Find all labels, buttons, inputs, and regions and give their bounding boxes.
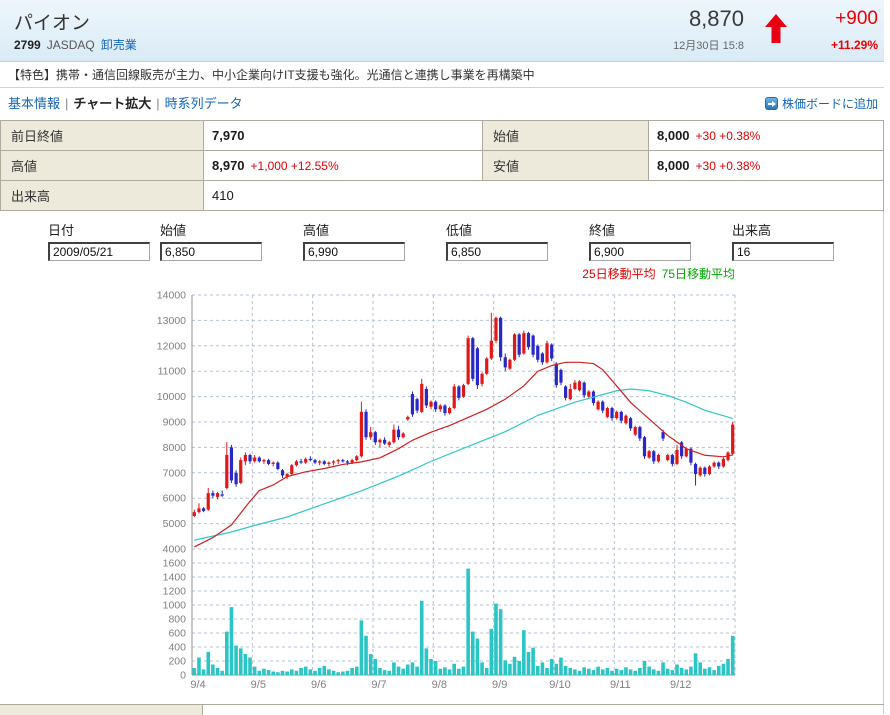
svg-text:1000: 1000 bbox=[163, 600, 187, 612]
svg-text:600: 600 bbox=[168, 628, 186, 640]
svg-text:9/9: 9/9 bbox=[492, 679, 507, 691]
svg-text:6000: 6000 bbox=[163, 493, 187, 505]
svg-text:5000: 5000 bbox=[163, 518, 187, 530]
open-label: 始値 bbox=[160, 223, 187, 238]
company-feature-text: 【特色】携帯・通信回線販売が主力、中小企業向けIT支援も強化。光通信と連携し事業… bbox=[0, 62, 884, 88]
high-label: 高値 bbox=[303, 223, 330, 238]
ma75-legend-label: 75日移動平均 bbox=[661, 267, 735, 281]
low-label: 低値 bbox=[446, 223, 473, 238]
price-change: +900 bbox=[835, 8, 878, 29]
label-low: 安値 bbox=[482, 150, 649, 181]
svg-text:4000: 4000 bbox=[163, 544, 187, 556]
svg-text:9/7: 9/7 bbox=[371, 679, 386, 691]
table-row: 出来高 410 bbox=[0, 180, 884, 211]
stock-code-line: 2799 JASDAQ 卸売業 bbox=[14, 36, 137, 53]
stock-header: パイオン 2799 JASDAQ 卸売業 8,870 12月30日 15:8 +90… bbox=[0, 0, 884, 62]
tab-time-series[interactable]: 時系列データ bbox=[164, 96, 243, 111]
price-summary-table: 前日終値 7,970 始値 8,000 +30 +0.38% 高値 8,970 +1… bbox=[0, 120, 884, 211]
svg-text:9/8: 9/8 bbox=[432, 679, 447, 691]
close-input[interactable] bbox=[589, 242, 691, 261]
svg-text:0: 0 bbox=[180, 670, 186, 682]
next-table-header-cell bbox=[0, 705, 203, 715]
ohlc-input-row: 日付 始値 高値 低値 終値 出来高 bbox=[0, 220, 884, 266]
stock-code: 2799 bbox=[14, 38, 41, 52]
low-input[interactable] bbox=[446, 242, 548, 261]
nav-items: 基本情報 | チャート拡大 | 時系列データ bbox=[8, 88, 243, 120]
field-open: 始値 bbox=[160, 220, 262, 261]
svg-text:1400: 1400 bbox=[163, 572, 187, 584]
svg-text:200: 200 bbox=[168, 656, 186, 668]
svg-text:9/12: 9/12 bbox=[670, 679, 691, 691]
ma-legend: 25日移動平均 75日移動平均 bbox=[192, 265, 735, 282]
tab-basic-info[interactable]: 基本情報 bbox=[8, 96, 61, 111]
field-low: 低値 bbox=[446, 220, 548, 261]
volume-input[interactable] bbox=[732, 242, 834, 261]
arrow-right-icon bbox=[764, 97, 778, 110]
svg-text:9000: 9000 bbox=[163, 417, 187, 429]
svg-text:9/5: 9/5 bbox=[251, 679, 266, 691]
field-volume: 出来高 bbox=[732, 220, 834, 261]
value-high: 8,970 +1,000 +12.55% bbox=[203, 150, 483, 181]
date-input[interactable] bbox=[48, 242, 150, 261]
svg-text:9/6: 9/6 bbox=[311, 679, 326, 691]
date-label: 日付 bbox=[48, 223, 75, 238]
change-block: +900 +11.29% bbox=[794, 8, 878, 52]
value-open: 8,000 +30 +0.38% bbox=[648, 120, 884, 151]
ma25-legend-label: 25日移動平均 bbox=[582, 267, 656, 281]
value-low: 8,000 +30 +0.38% bbox=[648, 150, 884, 181]
table-row: 高値 8,970 +1,000 +12.55% 安値 8,000 +30 +0.38… bbox=[0, 150, 884, 181]
label-volume: 出来高 bbox=[0, 180, 204, 211]
close-label: 終値 bbox=[589, 223, 616, 238]
nav-separator: | bbox=[156, 96, 160, 111]
value-prev-close: 7,970 bbox=[203, 120, 483, 151]
svg-text:9/4: 9/4 bbox=[190, 679, 205, 691]
svg-text:8000: 8000 bbox=[163, 442, 187, 454]
label-prev-close: 前日終値 bbox=[0, 120, 204, 151]
field-close: 終値 bbox=[589, 220, 691, 261]
svg-text:1600: 1600 bbox=[163, 558, 187, 570]
open-input[interactable] bbox=[160, 242, 262, 261]
next-table-partial bbox=[0, 704, 884, 715]
up-arrow-icon bbox=[765, 14, 787, 43]
current-price: 8,870 bbox=[688, 6, 744, 31]
svg-text:800: 800 bbox=[168, 614, 186, 626]
svg-text:1200: 1200 bbox=[163, 586, 187, 598]
label-open: 始値 bbox=[482, 120, 649, 151]
stock-name: パイオン bbox=[14, 13, 91, 34]
svg-text:14000: 14000 bbox=[157, 290, 186, 302]
svg-text:9/11: 9/11 bbox=[610, 679, 631, 691]
industry-link[interactable]: 卸売業 bbox=[100, 38, 137, 52]
field-date: 日付 bbox=[48, 220, 150, 261]
stock-chart: 4000500060007000800090001000011000120001… bbox=[157, 290, 736, 691]
add-to-board-link[interactable]: 株価ボードに追加 bbox=[781, 97, 878, 111]
volume-label: 出来高 bbox=[732, 223, 772, 238]
nav-separator: | bbox=[65, 96, 69, 111]
label-high: 高値 bbox=[0, 150, 204, 181]
price-change-pct: +11.29% bbox=[830, 38, 878, 52]
field-high: 高値 bbox=[303, 220, 405, 261]
svg-text:9/10: 9/10 bbox=[549, 679, 570, 691]
svg-text:11000: 11000 bbox=[158, 366, 187, 378]
add-to-board[interactable]: 株価ボードに追加 bbox=[764, 88, 878, 120]
svg-text:7000: 7000 bbox=[163, 467, 187, 479]
stock-market: JASDAQ bbox=[46, 38, 95, 52]
stock-nav: 基本情報 | チャート拡大 | 時系列データ 株価ボードに追加 bbox=[0, 88, 884, 120]
svg-text:13000: 13000 bbox=[157, 315, 186, 327]
svg-text:400: 400 bbox=[168, 642, 186, 654]
table-row: 前日終値 7,970 始値 8,000 +30 +0.38% bbox=[0, 120, 884, 151]
price-datetime: 12月30日 15:8 bbox=[673, 40, 744, 52]
value-volume: 410 bbox=[203, 180, 884, 211]
tab-chart-zoom: チャート拡大 bbox=[73, 96, 152, 111]
price-block: 8,870 12月30日 15:8 bbox=[584, 6, 744, 53]
high-input[interactable] bbox=[303, 242, 405, 261]
svg-text:10000: 10000 bbox=[157, 391, 186, 403]
svg-text:12000: 12000 bbox=[157, 340, 186, 352]
